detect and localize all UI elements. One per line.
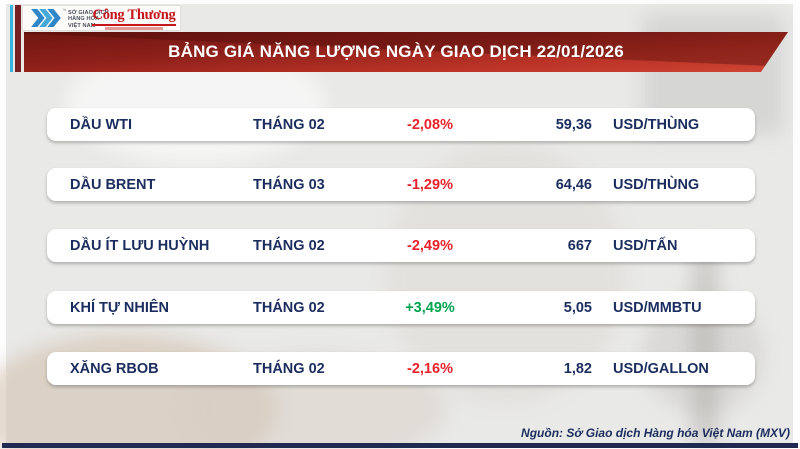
title-banner: BẢNG GIÁ NĂNG LƯỢNG NGÀY GIAO DỊCH 22/01… [24,32,788,72]
mxv-logo-line: VIỆT NAM [68,22,96,29]
pumpjack-silhouette [692,244,718,444]
mxv-logo-line: HÀNG HÓA [68,16,100,23]
congthuong-underline [92,24,176,26]
price-row: DẦU ÍT LƯU HUỲNH THÁNG 02 -2,49% 667 USD… [47,229,755,262]
price-value: 64,46 [555,176,592,193]
source-attribution: Nguồn: Sở Giao dịch Hàng hóa Việt Nam (M… [521,426,790,440]
change-percent: +3,49% [405,299,455,316]
page-title: BẢNG GIÁ NĂNG LƯỢNG NGÀY GIAO DỊCH 22/01… [168,42,624,61]
price-value: 59,36 [555,116,592,133]
bottom-border-line [2,443,798,448]
price-row: DẦU BRENT THÁNG 03 -1,29% 64,46 USD/THÙN… [47,168,755,201]
congthuong-subtext [105,26,163,30]
contract-month: THÁNG 02 [253,116,325,133]
price-unit: USD/THÙNG [613,116,700,133]
commodity-name: DẦU WTI [70,116,133,133]
commodity-name: KHÍ TỰ NHIÊN [70,299,170,316]
price-row: DẦU WTI THÁNG 02 -2,08% 59,36 USD/THÙNG [47,108,755,141]
price-unit: USD/THÙNG [613,176,700,193]
accent-stripe-maroon [15,5,21,72]
change-percent: -2,49% [407,237,453,254]
commodity-name: DẦU ÍT LƯU HUỲNH [70,237,210,254]
contract-month: THÁNG 02 [253,360,325,377]
contract-month: THÁNG 02 [253,237,325,254]
commodity-name: DẦU BRENT [70,176,156,193]
congthuong-wordmark: Công Thương [92,7,176,23]
mxv-logo-text: SỞ GIAO DỊCH HÀNG HÓA VIỆT NAM [68,10,109,30]
price-unit: USD/TẤN [613,237,678,254]
price-unit: USD/MMBTU [613,299,702,316]
change-percent: -1,29% [407,176,453,193]
congthuong-logo: Công Thương [92,7,176,30]
mxv-chevrons-icon [31,9,61,27]
change-percent: -2,08% [407,116,453,133]
mxv-logo-line: SỞ GIAO DỊCH [68,9,109,16]
contract-month: THÁNG 02 [253,299,325,316]
price-unit: USD/GALLON [613,360,709,377]
commodity-name: XĂNG RBOB [70,360,159,377]
contract-month: THÁNG 03 [253,176,325,193]
price-value: 1,82 [563,360,592,377]
change-percent: -2,16% [407,360,453,377]
price-row: XĂNG RBOB THÁNG 02 -2,16% 1,82 USD/GALLO… [47,352,755,385]
logo-bar: ™ SỞ GIAO DỊCH HÀNG HÓA VIỆT NAM Công Th… [23,6,180,30]
price-row: KHÍ TỰ NHIÊN THÁNG 02 +3,49% 5,05 USD/MM… [47,291,755,324]
price-value: 5,05 [563,299,592,316]
price-value: 667 [567,237,592,254]
trademark-symbol: ™ [62,8,67,13]
accent-stripe-cyan [10,5,13,72]
